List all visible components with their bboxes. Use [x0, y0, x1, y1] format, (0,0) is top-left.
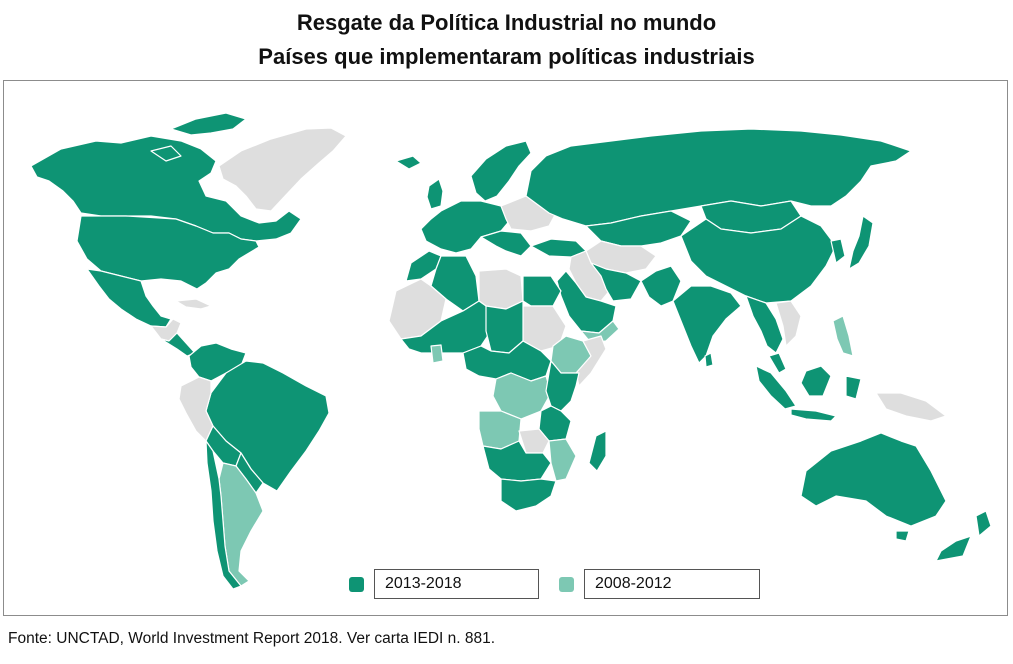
legend-item-2013-2018: 2013-2018 — [349, 568, 539, 600]
new-zealand-south — [935, 535, 972, 562]
namibia-botswana — [482, 440, 552, 482]
central-america-2 — [160, 332, 196, 357]
madagascar — [588, 430, 607, 472]
somalia — [575, 335, 607, 387]
new-zealand — [975, 510, 992, 537]
greenland — [218, 127, 347, 212]
map-title: Resgate da Política Industrial no mundo — [296, 10, 717, 35]
canada — [30, 135, 302, 242]
mozambique — [548, 438, 577, 482]
legend-label-2008-2012: 2008-2012 — [584, 569, 760, 599]
sri-lanka — [704, 352, 714, 368]
legend-item-2008-2012: 2008-2012 — [559, 568, 760, 600]
legend-swatch-light — [559, 576, 574, 592]
china — [680, 215, 837, 304]
west-europe — [420, 200, 512, 254]
korea — [830, 238, 846, 264]
borneo — [800, 365, 832, 397]
balkans — [480, 230, 532, 257]
legend-swatch-dark — [349, 576, 364, 592]
libya — [478, 268, 524, 310]
ghana-light — [430, 344, 444, 364]
mexico — [86, 268, 172, 328]
iceland — [395, 155, 422, 170]
world-map-frame — [3, 80, 1008, 616]
japan — [848, 215, 874, 270]
malaysia — [768, 352, 787, 374]
sulawesi — [845, 375, 862, 400]
south-africa — [500, 478, 557, 512]
canada-islands — [170, 112, 247, 136]
map-subtitle: Países que implementaram políticas indus… — [258, 44, 755, 69]
legend-label-2013-2018: 2013-2018 — [374, 569, 539, 599]
canada-islands-2 — [150, 145, 182, 162]
myanmar-thailand — [745, 295, 784, 354]
world-map — [30, 112, 992, 590]
drc — [492, 372, 552, 420]
new-guinea — [875, 392, 947, 422]
caribbean — [175, 298, 212, 310]
tasmania — [895, 530, 910, 542]
iran — [590, 262, 642, 302]
sumatra — [755, 365, 797, 410]
indochina — [775, 300, 802, 347]
middle-east — [568, 250, 612, 302]
java — [790, 408, 837, 422]
east-africa — [545, 360, 580, 412]
chile — [205, 440, 242, 590]
central-africa — [462, 340, 552, 382]
source-note: Fonte: UNCTAD, World Investment Report 2… — [8, 630, 496, 647]
zambia — [518, 428, 550, 454]
india — [672, 285, 742, 364]
australia — [800, 432, 947, 527]
uk — [426, 178, 444, 210]
egypt — [522, 275, 562, 307]
afghanistan-pakistan — [640, 265, 682, 307]
philippines — [832, 315, 854, 357]
scandinavia — [470, 140, 532, 202]
